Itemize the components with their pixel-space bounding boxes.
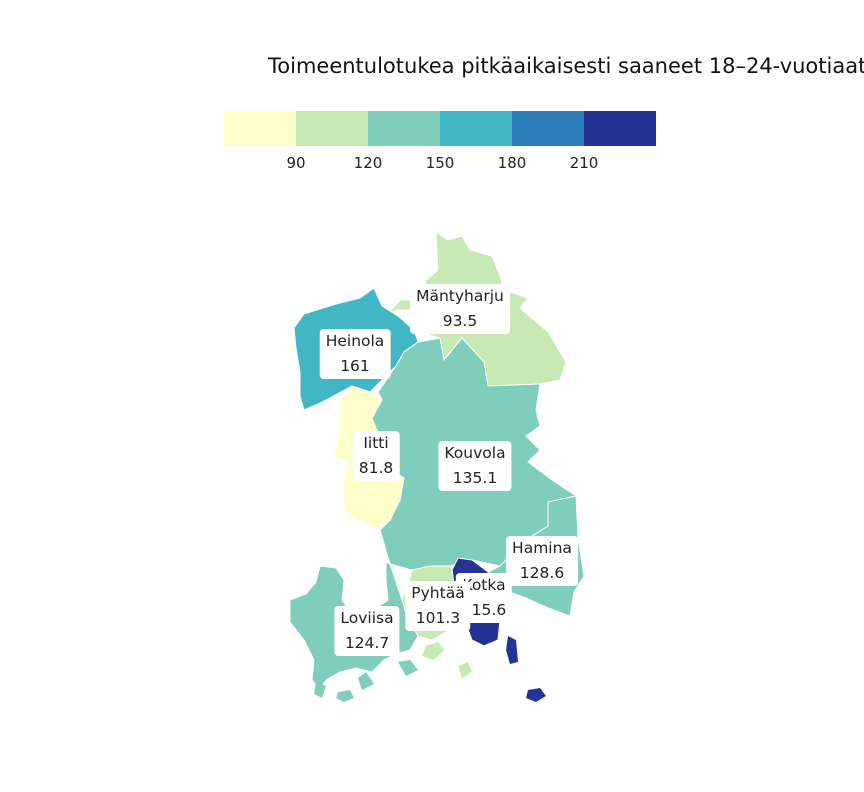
label-heinola: Heinola 161 bbox=[319, 329, 391, 379]
region-loviisa-island[interactable] bbox=[314, 682, 326, 698]
region-kotka-island[interactable] bbox=[506, 636, 518, 664]
legend-swatch-4 bbox=[440, 111, 512, 146]
legend-tick: 150 bbox=[425, 154, 455, 172]
region-value: 128.6 bbox=[519, 564, 565, 582]
legend-swatch-3 bbox=[368, 111, 440, 146]
region-name: Kotka bbox=[462, 576, 506, 594]
label-pyhtaa: Pyhtää 101.3 bbox=[405, 581, 471, 631]
label-mantyharju: Mäntyharju 93.5 bbox=[410, 284, 510, 334]
region-name: Pyhtää bbox=[411, 584, 465, 602]
label-loviisa: Loviisa 124.7 bbox=[334, 606, 400, 656]
region-name: Heinola bbox=[325, 332, 385, 350]
legend-swatch-6 bbox=[584, 111, 656, 146]
region-name: Iitti bbox=[363, 434, 389, 452]
map-title: Toimeentulotukea pitkäaikaisesti saaneet… bbox=[268, 54, 864, 78]
label-iitti: Iitti 81.8 bbox=[352, 431, 400, 481]
region-value: 135.1 bbox=[452, 469, 498, 487]
region-value: 124.7 bbox=[344, 634, 390, 652]
region-kotka-island[interactable] bbox=[526, 688, 546, 702]
legend-tick: 210 bbox=[569, 154, 599, 172]
region-pyhtaa-island[interactable] bbox=[458, 662, 472, 678]
region-name: Loviisa bbox=[340, 609, 394, 627]
legend-tick: 120 bbox=[353, 154, 383, 172]
label-hamina: Hamina 128.6 bbox=[506, 536, 578, 586]
region-name: Hamina bbox=[512, 539, 572, 557]
region-name: Kouvola bbox=[444, 444, 506, 462]
region-value: 81.8 bbox=[358, 459, 394, 477]
region-value: 93.5 bbox=[442, 312, 478, 330]
region-loviisa-island[interactable] bbox=[358, 672, 374, 690]
region-value: 161 bbox=[340, 357, 370, 375]
color-legend bbox=[224, 111, 656, 146]
legend-swatch-5 bbox=[512, 111, 584, 146]
legend-tick: 180 bbox=[497, 154, 527, 172]
region-loviisa-island[interactable] bbox=[398, 660, 418, 676]
region-value: 101.3 bbox=[415, 609, 461, 627]
region-loviisa-island[interactable] bbox=[336, 690, 354, 702]
region-name: Mäntyharju bbox=[416, 287, 504, 305]
legend-swatch-2 bbox=[296, 111, 368, 146]
label-kouvola: Kouvola 135.1 bbox=[438, 441, 512, 491]
legend-swatch-1 bbox=[224, 111, 296, 146]
legend-tick: 90 bbox=[286, 154, 306, 172]
region-pyhtaa-island[interactable] bbox=[422, 642, 444, 660]
region-value: 215.6 bbox=[461, 601, 507, 619]
